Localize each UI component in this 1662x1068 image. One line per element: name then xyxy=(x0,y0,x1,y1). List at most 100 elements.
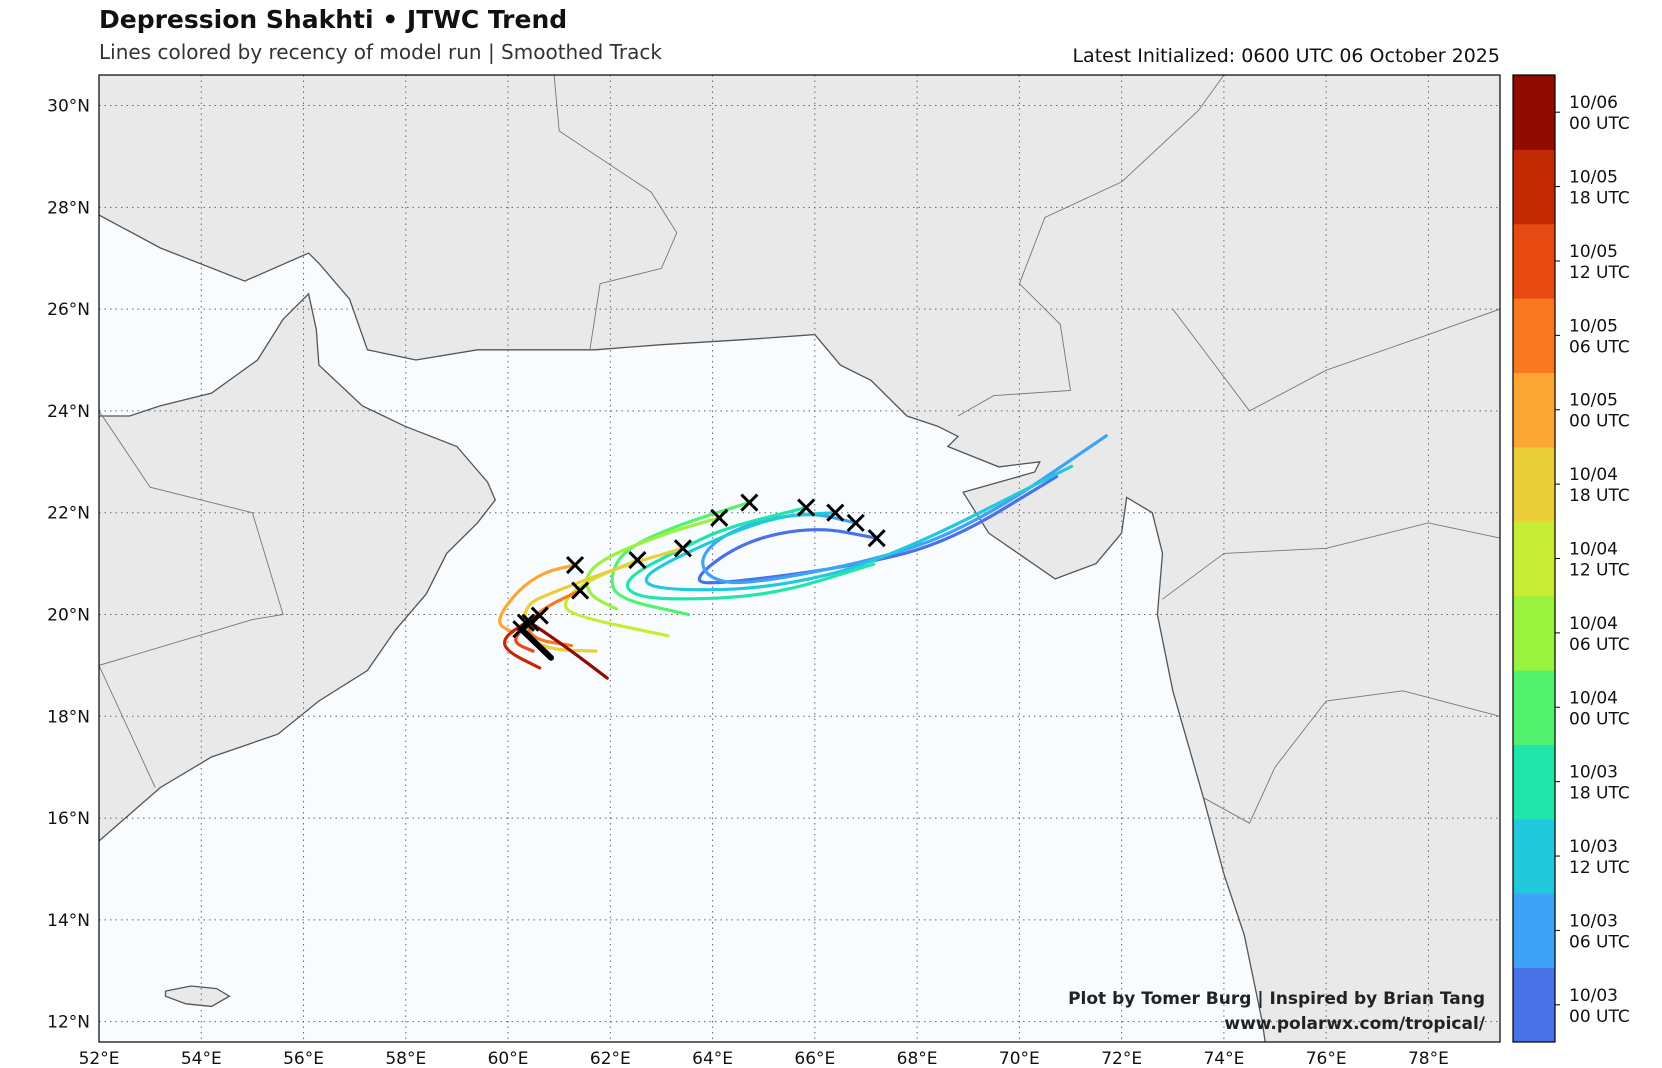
init-position-marker xyxy=(512,620,531,639)
x-tick-label: 76°E xyxy=(1306,1049,1347,1068)
colorbar-label-time: 18 UTC xyxy=(1569,486,1630,506)
colorbar-label-date: 10/04 xyxy=(1569,614,1618,634)
colorbar-label-time: 06 UTC xyxy=(1569,635,1630,655)
y-tick-label: 30°N xyxy=(47,97,90,117)
track-line xyxy=(585,516,721,611)
init-position-marker xyxy=(710,508,729,527)
init-position-marker xyxy=(565,556,585,575)
track-line xyxy=(498,563,577,634)
track-line xyxy=(697,474,1059,585)
colorbar-label-date: 10/03 xyxy=(1569,837,1618,857)
colorbar-label-date: 10/05 xyxy=(1569,316,1618,336)
colorbar-label-time: 12 UTC xyxy=(1569,263,1630,283)
init-position-marker xyxy=(797,498,816,517)
track-line xyxy=(610,500,751,617)
colorbar-segment xyxy=(1513,670,1555,745)
colorbar-segment xyxy=(1513,75,1555,150)
init-position-marker xyxy=(867,529,886,548)
init-position-marker xyxy=(826,503,845,522)
country-border xyxy=(99,665,156,788)
init-position-marker xyxy=(740,493,759,512)
x-tick-label: 56°E xyxy=(283,1049,324,1068)
colorbar-label-time: 12 UTC xyxy=(1569,858,1630,878)
land-socotra xyxy=(164,985,231,1008)
y-tick-label: 26°N xyxy=(47,300,90,320)
country-border xyxy=(957,75,1225,417)
y-tick-label: 18°N xyxy=(47,707,90,727)
colorbar-label-time: 06 UTC xyxy=(1569,337,1630,357)
init-markers xyxy=(512,493,886,639)
x-tick-label: 58°E xyxy=(385,1049,426,1068)
colorbar-label-time: 00 UTC xyxy=(1569,412,1630,432)
colorbar-label-time: 00 UTC xyxy=(1569,1007,1630,1027)
colorbar-label-date: 10/03 xyxy=(1569,911,1618,931)
colorbar-segment xyxy=(1513,893,1555,969)
y-tick-label: 28°N xyxy=(47,198,90,218)
colorbar-label-time: 06 UTC xyxy=(1569,932,1630,952)
init-position-marker xyxy=(628,550,647,570)
credit-line-2: www.polarwx.com/tropical/ xyxy=(1224,1014,1485,1034)
colorbar-label-time: 18 UTC xyxy=(1569,189,1630,209)
x-tick-label: 70°E xyxy=(999,1049,1040,1068)
chart-subtitle: Lines colored by recency of model run | … xyxy=(99,40,662,64)
colorbar-segment xyxy=(1513,595,1555,671)
colorbar-segment xyxy=(1513,521,1555,597)
x-tick-label: 60°E xyxy=(488,1049,529,1068)
colorbar-segment xyxy=(1513,446,1555,522)
init-position-marker xyxy=(521,613,540,632)
axis-ticks: 52°E 54°E 56°E 58°E 60°E 62°E 64°E 66°E 68°E 70°E… xyxy=(47,97,1449,1068)
colorbar-segment xyxy=(1513,967,1555,1043)
x-tick-label: 72°E xyxy=(1101,1049,1142,1068)
colorbar-label-date: 10/03 xyxy=(1569,763,1618,783)
country-border xyxy=(1172,308,1500,412)
track-line xyxy=(528,621,609,680)
y-tick-label: 20°N xyxy=(47,605,90,625)
init-position-marker xyxy=(846,513,865,532)
land-arabia xyxy=(99,292,497,842)
colorbar-label-time: 00 UTC xyxy=(1569,114,1630,134)
country-border xyxy=(1203,690,1500,824)
y-tick-label: 12°N xyxy=(47,1013,90,1033)
colorbar-label-date: 10/05 xyxy=(1569,391,1618,411)
x-tick-label: 52°E xyxy=(79,1049,120,1068)
x-tick-label: 68°E xyxy=(897,1049,938,1068)
colorbar-label-date: 10/06 xyxy=(1569,93,1618,113)
chart-title: Depression Shakhti • JTWC Trend xyxy=(99,5,568,34)
colorbar-label-date: 10/05 xyxy=(1569,242,1618,262)
y-tick-label: 22°N xyxy=(47,504,90,524)
x-tick-label: 78°E xyxy=(1408,1049,1449,1068)
map-frame xyxy=(98,74,1501,1043)
track-line xyxy=(625,506,876,601)
colorbar-label-time: 00 UTC xyxy=(1569,709,1630,729)
y-tick-label: 24°N xyxy=(47,402,90,422)
colorbar-label-time: 18 UTC xyxy=(1569,784,1630,804)
credit-line-1: Plot by Tomer Burg | Inspired by Brian T… xyxy=(1068,989,1485,1009)
colorbar-segment xyxy=(1513,744,1555,820)
x-tick-label: 66°E xyxy=(794,1049,835,1068)
y-tick-label: 14°N xyxy=(47,911,90,931)
track-line xyxy=(563,558,670,638)
country-border xyxy=(553,75,678,350)
country-border xyxy=(99,410,284,666)
colorbar-label-date: 10/04 xyxy=(1569,688,1618,708)
track-line xyxy=(503,621,542,670)
x-tick-label: 62°E xyxy=(590,1049,631,1068)
colorbar-label-date: 10/05 xyxy=(1569,168,1618,188)
colorbar-segment xyxy=(1513,298,1555,374)
y-tick-label: 16°N xyxy=(47,809,90,829)
colorbar-segment xyxy=(1513,149,1555,225)
colorbar-label-date: 10/04 xyxy=(1569,540,1618,560)
init-position-marker xyxy=(571,581,590,600)
x-tick-label: 54°E xyxy=(181,1049,222,1068)
colorbar-label-date: 10/03 xyxy=(1569,986,1618,1006)
x-tick-label: 74°E xyxy=(1203,1049,1244,1068)
colorbar-frame xyxy=(1512,74,1556,1043)
colorbar-segment xyxy=(1513,372,1555,448)
gridlines xyxy=(99,75,1500,1042)
track-line xyxy=(644,464,1074,592)
init-position-marker xyxy=(673,539,692,558)
x-tick-label: 64°E xyxy=(692,1049,733,1068)
colorbar-label-time: 12 UTC xyxy=(1569,561,1630,581)
